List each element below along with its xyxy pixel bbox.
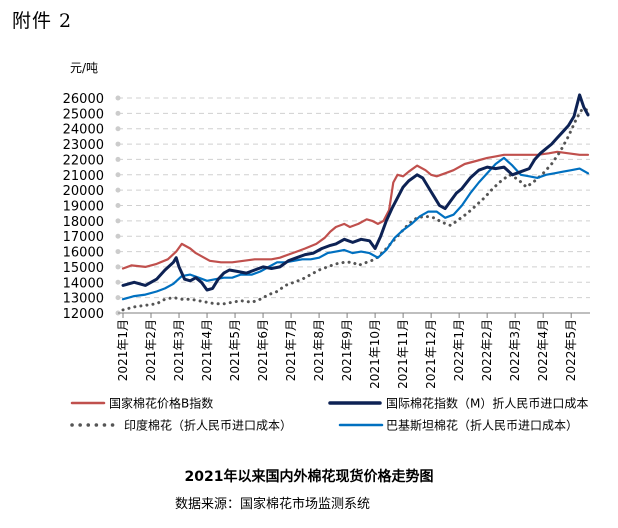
x-tick-label: 2021年10月 — [368, 319, 382, 389]
x-tick-label: 2022年3月 — [508, 319, 522, 381]
chart-title: 2021年以来国内外棉花现货价格走势图 — [184, 469, 434, 485]
y-tick-label: 22000 — [63, 153, 104, 168]
legend-label-3: 巴基斯坦棉花（折人民币进口成本） — [386, 418, 578, 433]
y-tick-marker — [115, 126, 121, 132]
series-line-0 — [121, 150, 590, 270]
y-tick-marker — [115, 279, 121, 285]
legend-label-0: 国家棉花价格B指数 — [109, 396, 213, 411]
x-tick-label: 2021年2月 — [144, 319, 158, 381]
x-tick-label: 2021年4月 — [200, 319, 214, 381]
x-tick-label: 2021年1月 — [116, 319, 130, 381]
y-tick-marker — [115, 187, 121, 193]
y-tick-marker — [115, 295, 121, 301]
y-tick-label: 19000 — [63, 200, 104, 215]
x-tick-label: 2021年3月 — [172, 319, 186, 381]
series-line-2 — [121, 107, 590, 312]
y-tick-label: 13000 — [63, 292, 104, 307]
series-line-1 — [121, 93, 590, 292]
x-tick-label: 2022年5月 — [564, 319, 578, 381]
y-tick-marker — [115, 218, 121, 224]
y-tick-label: 15000 — [63, 261, 104, 276]
y-tick-marker — [115, 264, 121, 270]
y-tick-marker — [115, 249, 121, 255]
legend-label-2: 印度棉花（折人民币进口成本） — [124, 418, 292, 433]
attachment-label: 附件 2 — [12, 10, 73, 32]
y-tick-marker — [115, 141, 121, 147]
y-tick-label: 26000 — [63, 92, 104, 107]
x-tick-label: 2022年4月 — [536, 319, 550, 381]
legend-label-1: 国际棉花指数（M）折人民币进口成本 — [386, 396, 588, 411]
y-tick-label: 18000 — [63, 215, 104, 230]
data-source: 数据来源：国家棉花市场监测系统 — [175, 497, 371, 512]
y-tick-label: 16000 — [63, 246, 104, 261]
price-trend-chart: 元/吨 1200013000140001500016000170001800019… — [63, 61, 590, 433]
x-tick-label: 2021年5月 — [228, 319, 242, 381]
y-tick-label: 20000 — [63, 184, 104, 199]
y-tick-marker — [115, 172, 121, 178]
x-tick-label: 2022年1月 — [452, 319, 466, 381]
y-tick-label: 25000 — [63, 107, 104, 122]
y-tick-label: 17000 — [63, 230, 104, 245]
y-tick-label: 23000 — [63, 138, 104, 153]
y-tick-label: 14000 — [63, 276, 104, 291]
x-tick-label: 2021年9月 — [340, 319, 354, 381]
y-tick-marker — [115, 95, 121, 101]
series-line-3 — [121, 156, 590, 301]
x-tick-label: 2021年8月 — [312, 319, 326, 381]
x-tick-label: 2022年2月 — [480, 319, 494, 381]
y-tick-label: 21000 — [63, 169, 104, 184]
x-tick-label: 2021年7月 — [284, 319, 298, 381]
y-tick-marker — [115, 156, 121, 162]
y-tick-label: 24000 — [63, 123, 104, 138]
y-tick-marker — [115, 110, 121, 116]
x-tick-label: 2021年11月 — [396, 319, 410, 389]
x-tick-label: 2021年12月 — [424, 319, 438, 389]
y-axis-unit-label: 元/吨 — [70, 61, 98, 75]
y-tick-marker — [115, 203, 121, 208]
y-tick-marker — [115, 233, 121, 239]
y-tick-label: 12000 — [63, 307, 104, 322]
x-tick-label: 2021年6月 — [256, 319, 270, 381]
